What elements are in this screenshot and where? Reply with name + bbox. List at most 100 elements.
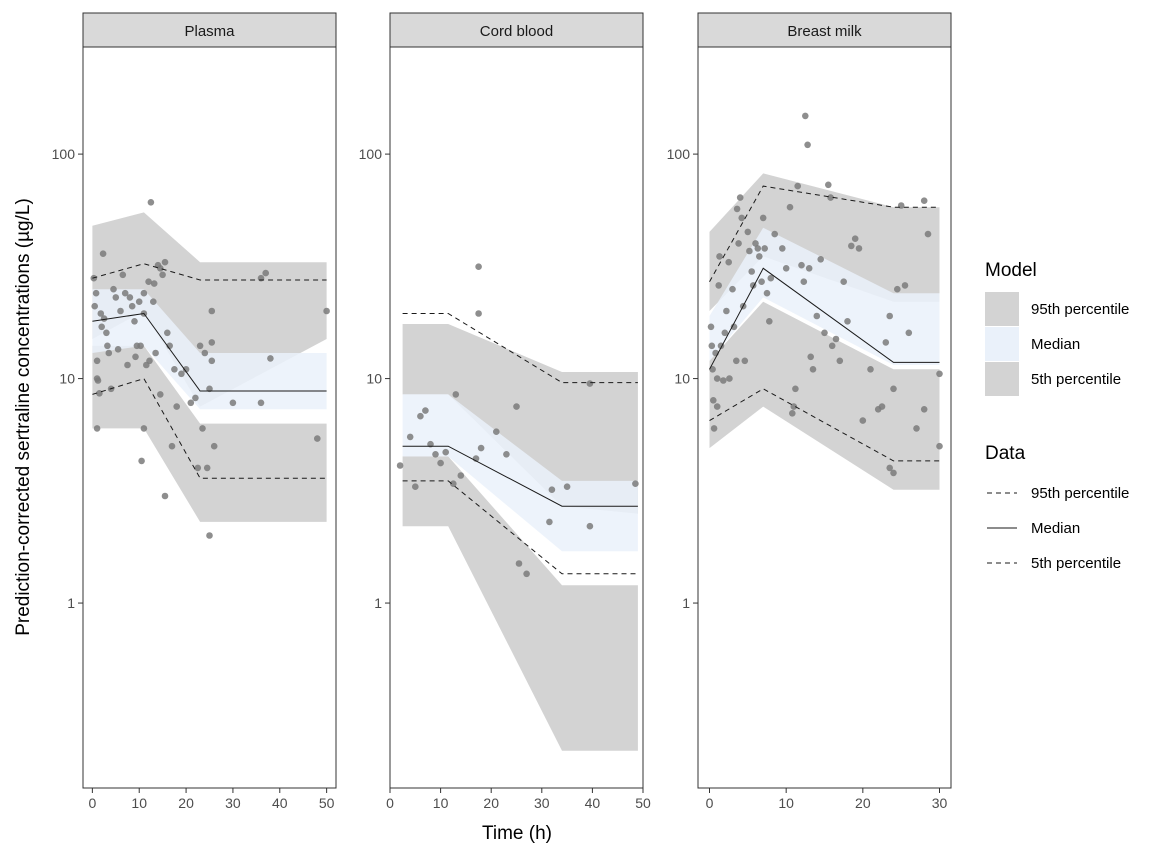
point-plasma-69	[257, 274, 265, 282]
point-cord-blood-26	[586, 522, 594, 530]
point-plasma-47	[161, 492, 169, 500]
point-breast-milk-74	[890, 385, 897, 393]
x-tick-label-cord-blood-1: 10	[433, 795, 449, 811]
y-tick-label-plasma-1: 10	[59, 371, 75, 387]
point-breast-milk-66	[855, 245, 863, 252]
point-cord-blood-19	[513, 403, 520, 410]
point-cord-blood-27	[632, 480, 639, 488]
point-plasma-37	[146, 357, 153, 365]
band-median-breast-milk	[709, 227, 940, 365]
point-plasma-26	[131, 318, 138, 325]
line-5th-plasma	[92, 378, 327, 479]
point-breast-milk-1	[707, 323, 715, 331]
point-plasma-27	[132, 353, 139, 361]
point-plasma-74	[323, 307, 330, 315]
point-plasma-73	[314, 435, 321, 442]
point-breast-milk-46	[794, 182, 801, 190]
line-median-cord-blood	[402, 445, 638, 507]
legend-data-label-2: Median	[1031, 520, 1080, 537]
point-breast-milk-80	[913, 425, 920, 432]
point-plasma-38	[147, 199, 155, 206]
point-plasma-48	[164, 329, 171, 337]
point-breast-milk-49	[802, 112, 809, 120]
legend-model: Model 95th percentile Median 5th percent…	[985, 260, 1129, 396]
point-breast-milk-59	[828, 342, 836, 350]
point-cord-blood-11	[452, 391, 460, 398]
point-cord-blood-22	[546, 518, 553, 526]
line-median-breast-milk	[709, 267, 940, 370]
point-plasma-72	[267, 355, 274, 362]
point-plasma-58	[196, 342, 204, 350]
point-plasma-15	[105, 349, 113, 357]
point-cord-blood-20	[515, 560, 523, 567]
point-plasma-50	[168, 442, 176, 450]
point-breast-milk-22	[736, 194, 744, 201]
point-plasma-54	[182, 366, 190, 373]
y-tick-label-plasma-2: 100	[52, 146, 76, 162]
point-plasma-45	[159, 271, 166, 279]
point-plasma-4	[93, 357, 101, 365]
point-breast-milk-81	[920, 197, 928, 204]
panel-breast-milk: Breast milk 1 10 100 0 10 20 30	[667, 12, 952, 811]
point-breast-milk-5	[710, 425, 718, 432]
point-plasma-56	[192, 394, 199, 402]
strip-plasma	[82, 12, 337, 48]
point-plasma-10	[98, 323, 105, 331]
point-plasma-29	[135, 298, 143, 306]
point-breast-milk-18	[730, 323, 738, 331]
point-breast-milk-55	[817, 255, 824, 263]
point-breast-milk-85	[936, 442, 943, 450]
point-breast-milk-28	[748, 268, 755, 275]
x-tick-label-breast-milk-2: 20	[855, 795, 871, 811]
point-breast-milk-58	[827, 194, 834, 201]
point-cord-blood-3	[412, 483, 419, 491]
point-breast-milk-41	[782, 265, 790, 272]
point-plasma-30	[137, 342, 144, 350]
legend-model-label-3: 5th percentile	[1031, 371, 1121, 388]
band-5th-cord-blood	[402, 456, 638, 751]
point-plasma-61	[203, 464, 211, 472]
point-breast-milk-78	[901, 282, 909, 289]
point-breast-milk-67	[859, 417, 867, 424]
point-breast-milk-54	[813, 312, 821, 320]
point-breast-milk-82	[920, 406, 928, 413]
legend-data-title: Data	[985, 443, 1026, 464]
point-breast-milk-16	[726, 375, 733, 382]
point-plasma-23	[124, 361, 131, 369]
x-tick-label-breast-milk-3: 30	[932, 795, 948, 811]
point-plasma-31	[138, 457, 145, 465]
point-plasma-18	[112, 294, 120, 301]
legend-data-label-3: 5th percentile	[1031, 555, 1121, 572]
point-plasma-64	[208, 357, 216, 365]
point-plasma-39	[150, 298, 157, 306]
line-5th-breast-milk	[709, 388, 940, 462]
point-plasma-67	[210, 442, 218, 450]
panel-border-plasma	[82, 46, 337, 789]
point-plasma-68	[229, 399, 237, 407]
x-tick-label-cord-blood-2: 20	[483, 795, 499, 811]
x-tick-label-breast-milk-1: 10	[778, 795, 794, 811]
point-breast-milk-31	[754, 245, 762, 252]
point-breast-milk-65	[851, 235, 859, 242]
point-breast-milk-3	[709, 366, 716, 373]
y-tick-label-breast-milk-2: 100	[667, 146, 691, 162]
strip-label-cord-blood: Cord blood	[480, 23, 553, 40]
band-median-cord-blood	[402, 394, 638, 552]
point-cord-blood-21	[523, 570, 530, 578]
point-plasma-24	[126, 294, 134, 301]
point-breast-milk-84	[936, 370, 943, 378]
line-95th-cord-blood	[402, 313, 638, 384]
point-cord-blood-23	[548, 486, 556, 494]
legend-data: Data 95th percentile Median 5th percenti…	[985, 443, 1129, 572]
x-tick-label-plasma-1: 10	[131, 795, 147, 811]
point-plasma-14	[104, 342, 111, 350]
point-breast-milk-45	[792, 385, 799, 393]
x-tick-label-plasma-2: 20	[178, 795, 194, 811]
point-breast-milk-53	[809, 366, 817, 373]
point-breast-milk-39	[771, 230, 778, 238]
point-breast-milk-17	[729, 285, 736, 293]
legend-model-key-3	[985, 362, 1019, 396]
x-tick-label-cord-blood-3: 30	[534, 795, 550, 811]
